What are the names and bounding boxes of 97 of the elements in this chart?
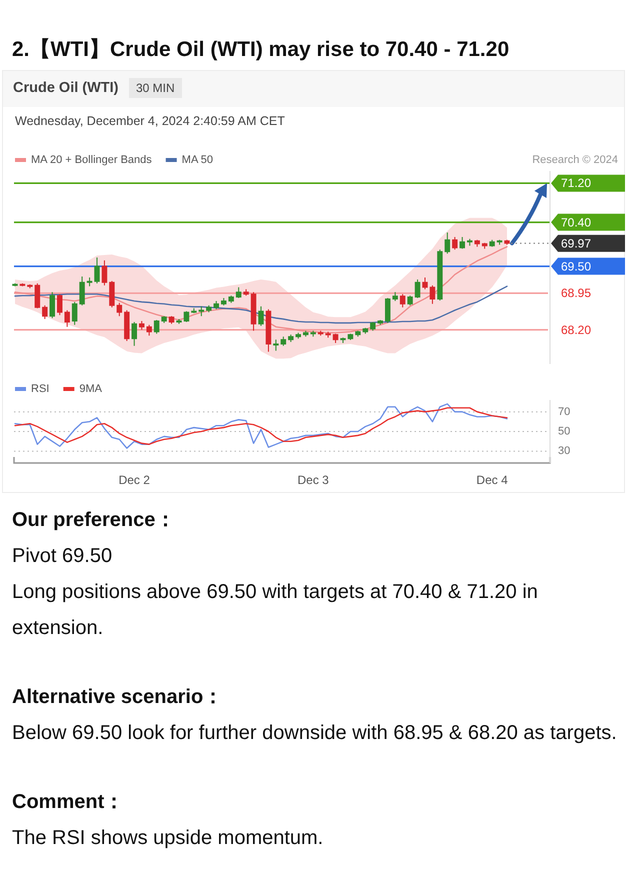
candlestick [355,330,361,338]
candlestick [310,330,316,338]
candlestick [452,236,458,250]
candlestick [422,277,428,290]
text: Wednesday, December 4, 2024 2:40:59 AM CET [15,114,285,128]
chart-subtitle: Crude Oil (WTI) [13,80,119,96]
candlestick [280,336,286,346]
x-tick-label: Dec 2 [118,473,150,487]
text: The RSI shows upside momentum. [12,826,324,851]
candlestick [362,327,368,334]
candlestick [489,239,495,248]
candlestick [370,321,376,332]
text: Pivot 69.50 [12,544,114,569]
candlestick [466,238,472,246]
candlestick [176,318,182,324]
candlestick [20,282,26,287]
x-tick-label: Dec 3 [298,473,330,487]
candlestick [214,300,220,310]
candlestick [288,334,294,343]
legend-label: 9MA [79,383,103,395]
text: Alternative scenario： [12,685,224,710]
candlestick [27,284,33,289]
candlestick [482,242,488,250]
candlestick [296,332,302,340]
candlestick [378,320,384,326]
candlestick [496,239,502,246]
candlestick [86,277,92,287]
legend-label: RSI [31,383,50,395]
candlestick [79,276,85,306]
candlestick [72,301,78,326]
legend-label: MA 20 + Bollinger Bands [31,154,152,166]
text: Below 69.50 look for further downside with 68.95 & 68.20 as targets. [12,721,618,746]
candlestick [154,320,160,334]
line-series [14,286,508,324]
candlestick [407,295,413,306]
candlestick [392,292,398,302]
candlestick [109,280,115,308]
candlestick [116,302,122,317]
text: Research © 2024 [532,154,618,166]
y-tick-label: 71.20 [561,176,592,190]
candlestick [124,310,130,342]
candlestick [273,339,279,352]
x-tick-label: Dec 4 [476,473,508,487]
candlestick [64,310,70,328]
candlestick [50,292,56,319]
candlestick [236,286,242,299]
candlestick [384,298,390,324]
candlestick [332,333,338,344]
y-tick-label: 50 [558,426,570,438]
candlestick [228,295,234,304]
candlestick [430,284,436,304]
candlestick [56,294,62,316]
y-tick-label: 70.40 [561,215,592,230]
legend-label: MA 50 [182,154,213,166]
candlestick [198,306,204,317]
text: Comment： [12,790,126,815]
text: Our preference： [12,508,176,533]
candlestick [474,239,480,248]
y-tick-label: 68.20 [561,322,592,337]
candlestick [302,330,308,338]
candlestick [250,292,256,332]
line-series [14,246,508,334]
text: 30 MIN [129,78,182,98]
candlestick [318,330,324,336]
candlestick [146,324,152,336]
candlestick [168,316,174,324]
candlestick [161,316,167,324]
candlestick [102,260,108,286]
candlestick [400,294,406,308]
candlestick [444,232,450,254]
candlestick [191,308,197,314]
candlestick [437,249,443,301]
candlestick [325,331,331,338]
candlestick [12,282,18,287]
y-tick-label: 69.97 [561,236,592,250]
candlestick [34,282,40,309]
candlestick [340,337,346,344]
chart-title: 2.【WTI】Crude Oil (WTI) may rise to 70.40 - 71.20 [12,37,510,63]
y-tick-label: 68.95 [561,286,592,300]
candlestick [132,321,138,346]
candlestick [460,236,466,250]
y-tick-label: 69.50 [561,259,592,274]
candlestick [348,333,354,341]
candlestick [258,306,264,326]
candlestick [206,304,212,313]
y-tick-label: 70 [558,406,570,418]
candlestick [94,256,100,284]
candlestick [184,310,190,322]
y-tick-label: 30 [558,445,570,458]
candlestick [414,278,420,299]
text: Long positions above 69.50 with targets at 70.40 & 71.20 in extension. [12,580,539,641]
candlestick [220,298,226,306]
candlestick [138,320,144,330]
candlestick [243,288,249,296]
candlestick [42,304,48,320]
candlestick [266,308,272,352]
candlestick [504,239,510,246]
